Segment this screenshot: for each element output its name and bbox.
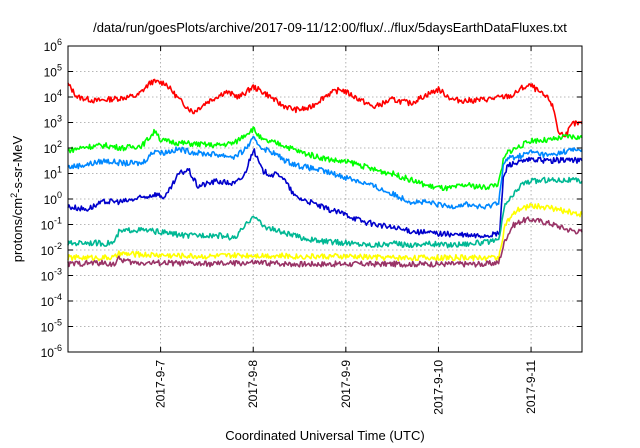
- x-tick-label: 2017-9-9: [339, 360, 353, 408]
- y-axis-label: protons/cm2-s-sr-MeV: [9, 135, 25, 262]
- x-axis-ticks: 2017-9-7 2017-9-8 2017-9-9 2017-9-10 2017-9-…: [154, 46, 538, 415]
- series-line: [67, 78, 583, 138]
- y-tick-label: 103: [44, 114, 62, 131]
- series-line: [67, 203, 583, 262]
- y-tick-label: 10-6: [41, 343, 62, 360]
- series-line: [67, 176, 583, 249]
- x-tick-label: 2017-9-8: [246, 360, 260, 408]
- x-tick-label: 2017-9-11: [524, 360, 538, 414]
- y-tick-label: 10-3: [41, 267, 62, 284]
- y-tick-label: 100: [44, 190, 62, 207]
- y-tick-label: 10-4: [41, 292, 62, 309]
- y-tick-label: 10-5: [41, 318, 62, 335]
- y-axis-label-pre: protons/cm: [10, 198, 25, 262]
- x-tick-label: 2017-9-10: [431, 360, 445, 415]
- series-group: [67, 78, 583, 268]
- chart-title: /data/run/goesPlots/archive/2017-09-11/1…: [93, 20, 567, 35]
- y-tick-label: 10-1: [41, 216, 62, 233]
- series-line: [67, 148, 583, 239]
- series-line: [67, 126, 583, 192]
- y-axis-ticks: 10-6 10-5 10-4 10-3 10-2 10-1 100 101 102 103 104 1…: [41, 37, 582, 360]
- x-tick-label: 2017-9-7: [154, 360, 168, 408]
- y-tick-label: 10-2: [41, 241, 62, 258]
- grid: [68, 46, 582, 352]
- y-tick-label: 106: [44, 37, 62, 54]
- series-line: [67, 216, 583, 268]
- x-axis-label: Coordinated Universal Time (UTC): [225, 428, 424, 443]
- y-tick-label: 104: [44, 88, 62, 105]
- y-axis-label-post: -s-sr-MeV: [10, 135, 25, 192]
- y-tick-label: 101: [44, 165, 62, 182]
- y-tick-label: 102: [44, 139, 62, 156]
- series-line: [67, 135, 583, 210]
- y-tick-label: 105: [44, 63, 62, 80]
- y-axis-label-sup: 2: [9, 193, 19, 198]
